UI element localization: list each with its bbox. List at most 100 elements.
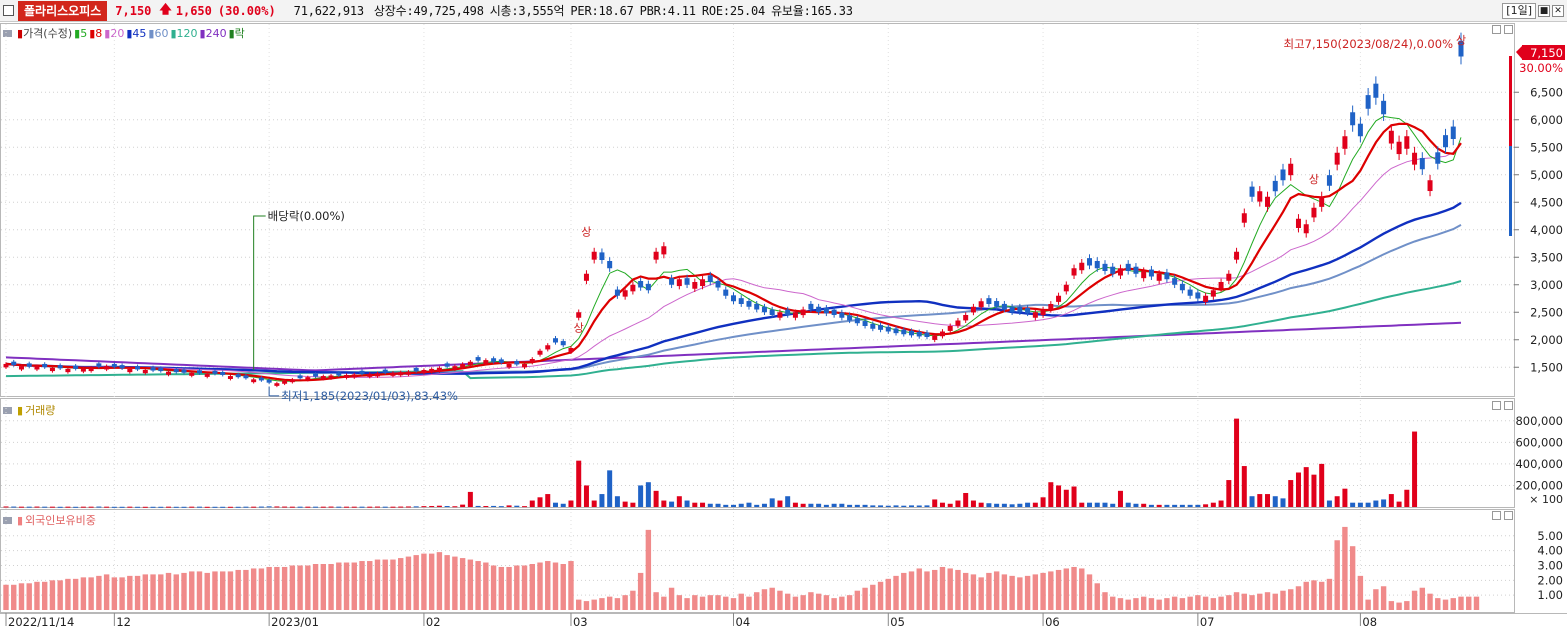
high-annotation: 최고7,150(2023/08/24),0.00% xyxy=(1283,37,1453,51)
candle-body xyxy=(336,372,342,376)
change-percent: (30.00%) xyxy=(217,3,276,18)
foreign-ratio-bar xyxy=(932,569,938,610)
limit-up-mark: 상 xyxy=(1309,173,1319,186)
volume-bar xyxy=(893,505,899,507)
select-checkbox[interactable] xyxy=(3,5,14,16)
limit-up-mark: 상 xyxy=(574,322,584,335)
volume-bar xyxy=(18,506,24,508)
x-tick-label: 03 xyxy=(573,615,588,629)
candle-body xyxy=(1412,152,1418,165)
foreign-ratio-bar xyxy=(1473,596,1480,610)
volume-bar xyxy=(367,506,373,508)
foreign-ratio-bar xyxy=(1411,590,1418,610)
panel-restore-button[interactable] xyxy=(1492,511,1501,520)
foreign-ratio-bar xyxy=(1017,577,1023,610)
volume-bar xyxy=(970,500,976,507)
volume-bar xyxy=(1381,499,1387,507)
candle-body xyxy=(545,345,551,350)
panel-restore-button[interactable] xyxy=(1492,25,1501,34)
candle-body xyxy=(1133,266,1139,274)
volume-bar xyxy=(359,506,365,508)
legend-item[interactable]: ▮8 xyxy=(89,26,103,40)
panel-toggle-icon[interactable] xyxy=(3,29,12,37)
candle-body xyxy=(96,363,102,367)
panel-close-button[interactable] xyxy=(1504,25,1513,34)
volume-bar xyxy=(901,505,907,507)
volume-bar xyxy=(266,506,272,508)
foreign-ratio-bar xyxy=(173,574,179,610)
ma-120-line xyxy=(5,280,1462,380)
foreign-ratio-bar xyxy=(645,529,652,610)
legend-item[interactable]: ▮45 xyxy=(126,26,147,40)
volume-bar xyxy=(1141,503,1147,507)
volume-bar xyxy=(823,504,829,507)
candle-body xyxy=(669,278,675,285)
candle-body xyxy=(398,372,404,376)
foreign-ratio-bar xyxy=(41,581,48,610)
volume-bar xyxy=(847,504,853,507)
panel-close-button[interactable] xyxy=(1504,401,1513,410)
period-selector[interactable]: [1일] xyxy=(1502,2,1536,19)
candle-body xyxy=(947,326,953,331)
candle-body xyxy=(313,373,319,377)
panel-restore-button[interactable] xyxy=(1492,401,1501,410)
volume-bar xyxy=(1218,500,1224,507)
split-icon[interactable]: ■ xyxy=(1538,4,1550,17)
foreign-ratio-bar xyxy=(235,569,241,610)
foreign-ratio-bar xyxy=(289,565,296,610)
foreign-ratio-bar xyxy=(1202,596,1209,610)
volume-bar xyxy=(955,500,961,507)
candle-body xyxy=(1210,290,1216,297)
candle-body xyxy=(196,370,202,374)
volume-bar xyxy=(344,506,350,508)
volume-bar xyxy=(467,491,473,507)
panel-toggle-icon[interactable] xyxy=(3,516,12,524)
volume-bar xyxy=(661,500,667,507)
close-icon[interactable]: ✕ xyxy=(1552,4,1564,17)
legend-item[interactable]: ▮5 xyxy=(74,26,88,40)
candle-body xyxy=(1110,266,1116,274)
volume-bar xyxy=(336,506,342,508)
foreign-ratio-bar xyxy=(800,595,806,610)
volume-tick-label: 600,000 xyxy=(1515,435,1563,449)
x-tick-label: 02 xyxy=(426,615,441,629)
volume-bar xyxy=(1319,463,1325,507)
volume-bar xyxy=(1172,504,1178,507)
candle-body xyxy=(591,251,597,260)
price-tick-label: 5,500 xyxy=(1530,140,1563,154)
stock-name[interactable]: 폴라리스오피스 xyxy=(18,0,108,21)
legend-item[interactable]: ▮20 xyxy=(104,26,125,40)
volume-bar xyxy=(870,505,876,507)
candle-body xyxy=(738,298,744,304)
candle-body xyxy=(1357,123,1363,137)
volume-bar xyxy=(1164,504,1170,507)
volume-bar xyxy=(700,502,706,507)
volume-bar xyxy=(88,506,94,508)
candle-body xyxy=(1427,180,1433,192)
volume-bar xyxy=(475,505,481,507)
legend-item[interactable]: ▮240 xyxy=(199,26,227,40)
per-value: PER:18.67 xyxy=(570,3,634,18)
panel-toggle-icon[interactable] xyxy=(3,406,12,414)
candle-body xyxy=(576,312,582,318)
volume-bar xyxy=(769,498,775,507)
foreign-ratio-bar xyxy=(769,587,775,610)
foreign-ratio-bar xyxy=(96,575,102,610)
volume-bar xyxy=(777,500,783,507)
panel-close-button[interactable] xyxy=(1504,511,1513,520)
up-arrow-icon: 🡅 xyxy=(159,2,172,16)
foreign-ratio-bar xyxy=(1241,593,1247,610)
foreign-ratio-bar xyxy=(266,566,272,610)
foreign-ratio-bar xyxy=(297,565,303,610)
volume-bar xyxy=(1280,498,1286,507)
legend-item[interactable]: ▮60 xyxy=(148,26,169,40)
volume-bar xyxy=(460,504,466,507)
candle-body xyxy=(111,363,117,368)
candle-body xyxy=(1040,309,1046,316)
volume-bar xyxy=(1365,502,1371,507)
legend-item[interactable]: ▮락 xyxy=(228,27,245,40)
legend-item[interactable]: ▮가격(수정) xyxy=(17,27,73,40)
foreign-panel-frame xyxy=(0,509,1515,613)
legend-item[interactable]: ▮120 xyxy=(170,26,198,40)
